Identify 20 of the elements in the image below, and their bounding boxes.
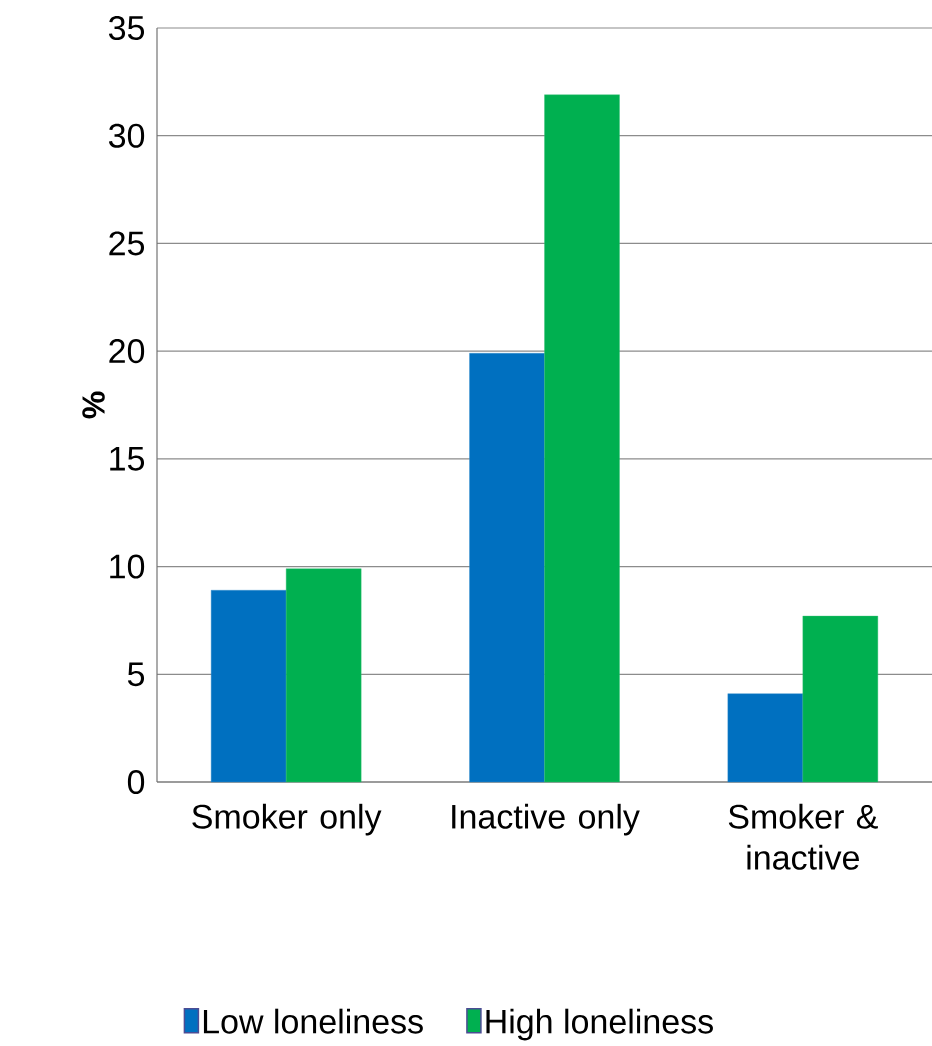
bar: [802, 615, 879, 783]
y-tick-label: 15: [110, 446, 145, 471]
x-tick-label: Smoker & inactive: [728, 803, 878, 870]
y-tick-label: 20: [109, 339, 145, 364]
y-tick-label: 5: [127, 662, 145, 687]
y-tick-label: 25: [109, 231, 145, 256]
y-axis-title: %: [82, 391, 105, 419]
y-tick-label: 35: [108, 15, 145, 41]
legend-label: High loneliness: [486, 1008, 713, 1041]
bar: [285, 568, 362, 783]
y-tick-label: 10: [110, 554, 145, 579]
x-tick-label: Smoker only: [192, 803, 382, 836]
y-tick-label: 30: [108, 123, 145, 148]
bar: [210, 590, 287, 783]
x-tick-label: Inactive only: [452, 803, 640, 836]
bar: [727, 693, 804, 783]
legend-label: Low loneliness: [203, 1008, 423, 1034]
bar: [469, 353, 545, 783]
y-tick-label: 0: [127, 769, 145, 795]
bar: [544, 94, 620, 783]
